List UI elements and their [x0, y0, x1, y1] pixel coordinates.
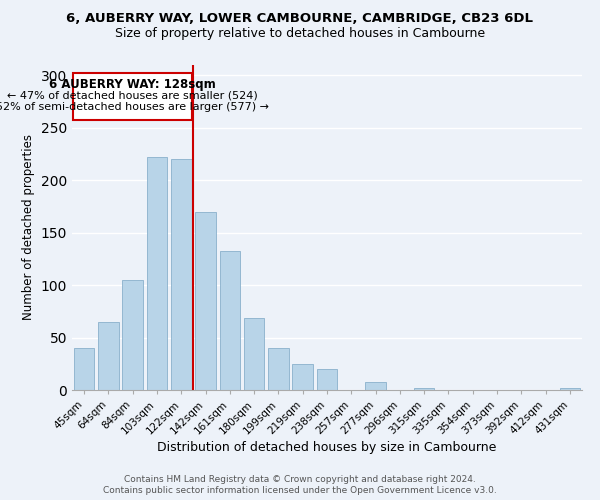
Bar [317, 369, 337, 390]
Bar [98, 322, 119, 390]
Text: ← 47% of detached houses are smaller (524): ← 47% of detached houses are smaller (52… [7, 90, 258, 100]
Bar [560, 388, 580, 390]
Bar [122, 280, 143, 390]
FancyBboxPatch shape [73, 74, 192, 120]
Bar [244, 318, 265, 390]
Bar [414, 388, 434, 390]
Text: 52% of semi-detached houses are larger (577) →: 52% of semi-detached houses are larger (… [0, 102, 269, 112]
Bar [195, 212, 216, 390]
Bar [74, 348, 94, 390]
Text: 6, AUBERRY WAY, LOWER CAMBOURNE, CAMBRIDGE, CB23 6DL: 6, AUBERRY WAY, LOWER CAMBOURNE, CAMBRID… [67, 12, 533, 26]
Bar [220, 250, 240, 390]
Text: Size of property relative to detached houses in Cambourne: Size of property relative to detached ho… [115, 28, 485, 40]
Text: Contains HM Land Registry data © Crown copyright and database right 2024.: Contains HM Land Registry data © Crown c… [124, 475, 476, 484]
Bar [365, 382, 386, 390]
Y-axis label: Number of detached properties: Number of detached properties [22, 134, 35, 320]
Bar [268, 348, 289, 390]
X-axis label: Distribution of detached houses by size in Cambourne: Distribution of detached houses by size … [157, 442, 497, 454]
Text: Contains public sector information licensed under the Open Government Licence v3: Contains public sector information licen… [103, 486, 497, 495]
Bar [146, 158, 167, 390]
Bar [171, 160, 191, 390]
Text: 6 AUBERRY WAY: 128sqm: 6 AUBERRY WAY: 128sqm [49, 78, 216, 90]
Bar [292, 364, 313, 390]
